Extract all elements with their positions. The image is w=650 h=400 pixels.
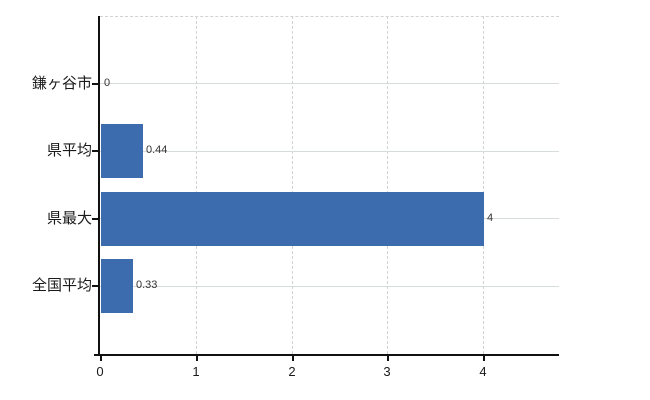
category-label: 鎌ヶ谷市 (31, 75, 92, 92)
category-label: 県最大 (46, 210, 92, 227)
value-label: 0.44 (146, 144, 168, 156)
y-axis-tick (92, 150, 98, 152)
gridline-vertical (387, 16, 388, 354)
gridline-horizontal (100, 151, 559, 152)
y-axis-tick (92, 83, 98, 85)
x-axis-line (94, 354, 559, 356)
x-tick-label: 1 (192, 364, 200, 379)
plot-top-border (100, 16, 559, 17)
value-label: 4 (487, 212, 494, 224)
x-tick-label: 4 (479, 364, 487, 379)
value-label: 0.33 (136, 279, 158, 291)
gridline-horizontal (100, 83, 559, 84)
x-axis-tick (196, 355, 198, 361)
y-axis-tick (92, 285, 98, 287)
x-axis-tick (483, 355, 485, 361)
y-axis-line (98, 16, 100, 355)
gridline-horizontal (100, 286, 559, 287)
x-tick-label: 2 (288, 364, 296, 379)
x-tick-label: 3 (383, 364, 391, 379)
value-label: 0 (104, 77, 111, 89)
gridline-vertical (292, 16, 293, 354)
category-label: 全国平均 (31, 277, 92, 294)
bar (101, 192, 484, 246)
bar (101, 259, 133, 313)
y-axis-tick (92, 218, 98, 220)
gridline-vertical (483, 16, 484, 354)
category-label: 県平均 (46, 142, 92, 159)
bar (101, 124, 143, 178)
x-axis-tick (292, 355, 294, 361)
x-axis-tick (100, 355, 102, 361)
x-tick-label: 0 (96, 364, 104, 379)
gridline-vertical (196, 16, 197, 354)
x-axis-tick (387, 355, 389, 361)
